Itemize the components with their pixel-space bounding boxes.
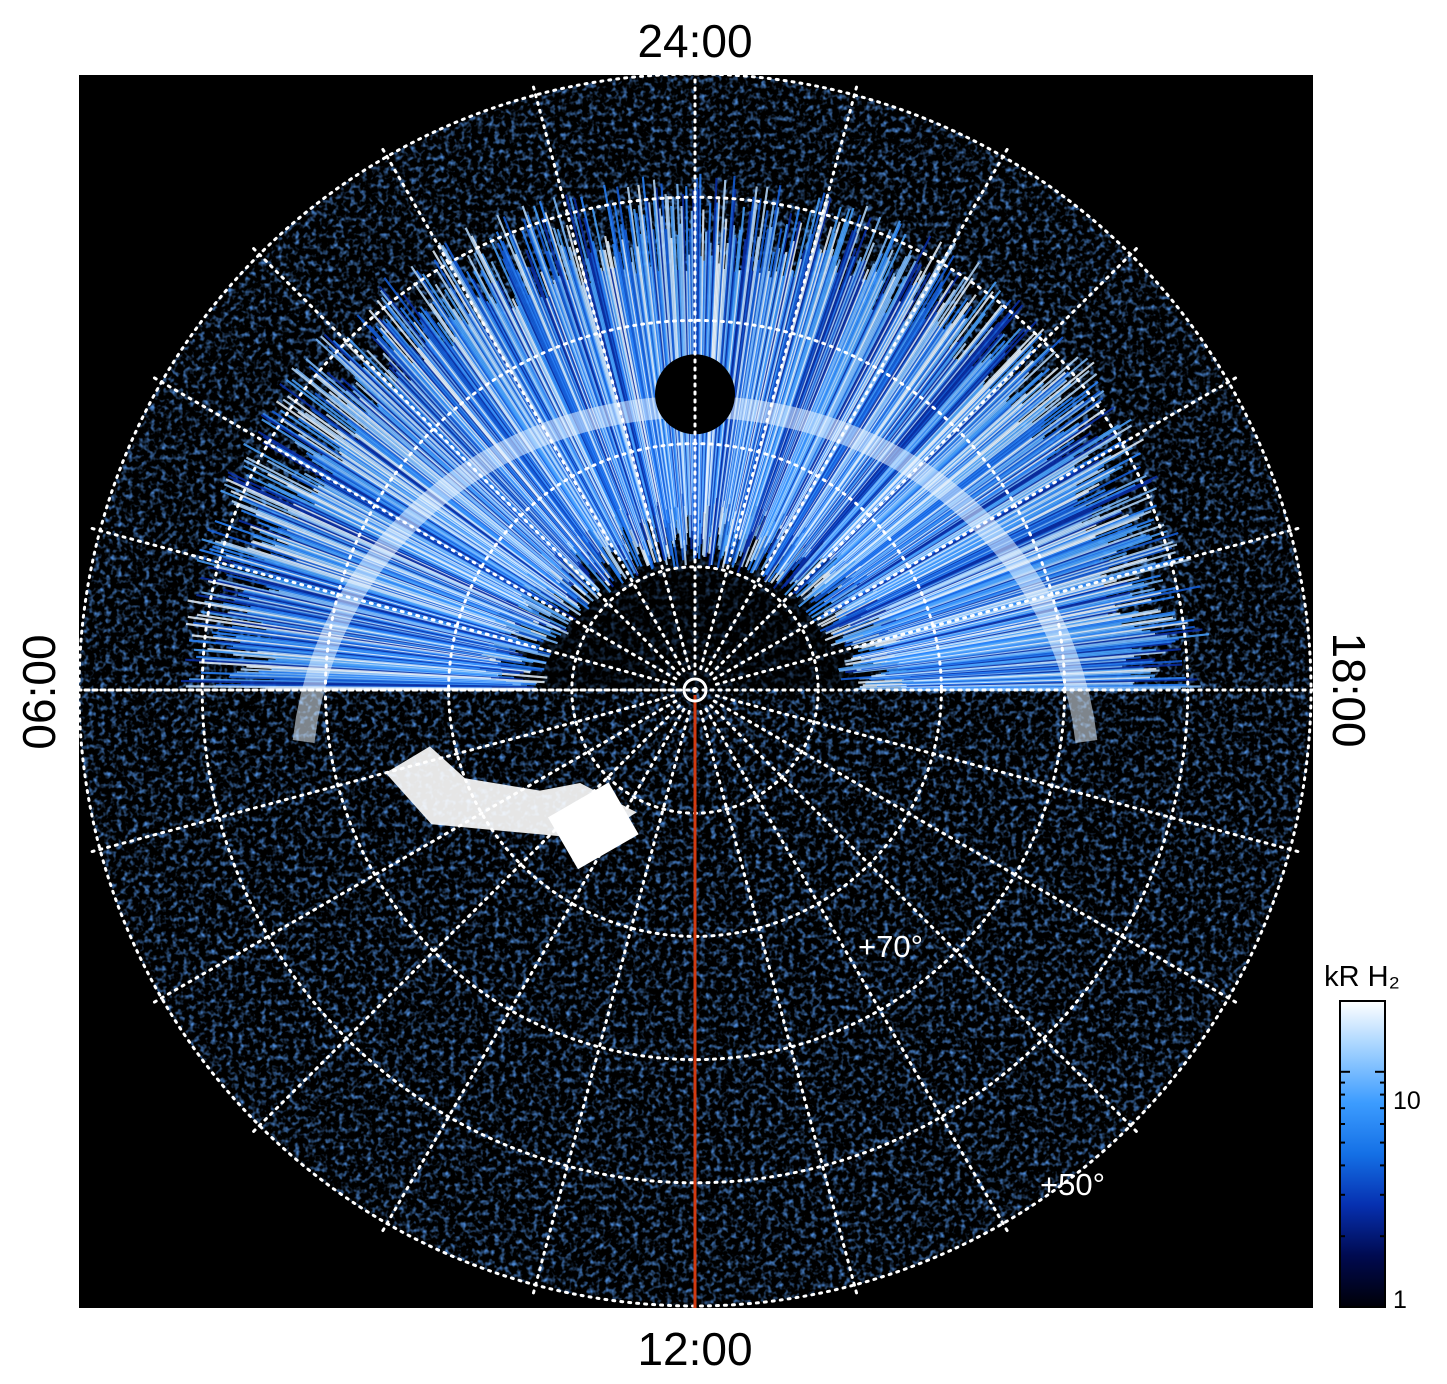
meridian-23 <box>699 83 859 671</box>
meridian-21 <box>709 245 1140 676</box>
meridian-3 <box>250 245 681 676</box>
meridian-14 <box>704 707 1010 1234</box>
dawn-polar-emission <box>385 746 639 870</box>
meridian-17 <box>714 694 1302 854</box>
colorbar-minor-ticks <box>1340 1000 1385 1308</box>
meridian-2 <box>380 146 686 673</box>
latitude-label-50: +50° <box>1040 1167 1105 1202</box>
pole-marker <box>682 677 708 703</box>
meridian-4 <box>151 375 678 681</box>
meridian-16 <box>712 699 1239 1005</box>
meridian-9 <box>250 704 681 1135</box>
meridian-5 <box>88 526 676 686</box>
colorbar: kR H₂ 10 1 <box>1324 961 1421 1314</box>
meridian-22 <box>704 146 1010 673</box>
lt-label-top: 24:00 <box>637 15 752 67</box>
lt-label-bottom: 12:00 <box>637 1323 752 1375</box>
colorbar-label: kR H₂ <box>1324 961 1400 993</box>
colorbar-tick-label-10: 10 <box>1393 1087 1421 1115</box>
lt-label-right: 18:00 <box>1323 632 1375 747</box>
meridian-11 <box>531 709 691 1297</box>
colorbar-tick-label-1: 1 <box>1393 1286 1407 1314</box>
meridian-20 <box>712 375 1239 681</box>
meridian-15 <box>709 704 1140 1135</box>
latitude-label-70: +70° <box>858 929 923 964</box>
latitude-circle-50 <box>200 195 1190 1185</box>
lt-label-left: 06:00 <box>13 634 65 749</box>
meridian-8 <box>151 699 678 1005</box>
meridian-1 <box>531 83 691 671</box>
meridian-13 <box>699 709 859 1297</box>
meridian-19 <box>714 526 1302 686</box>
meridian-10 <box>380 707 686 1234</box>
meridian-7 <box>88 694 676 854</box>
colorbar-gradient <box>1339 1000 1386 1308</box>
